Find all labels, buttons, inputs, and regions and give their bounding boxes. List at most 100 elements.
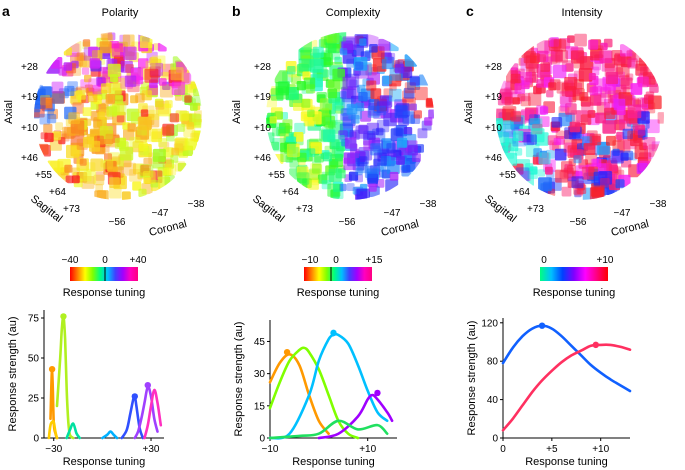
- voxel: [193, 88, 201, 96]
- voxel: [309, 58, 324, 73]
- voxel: [413, 110, 422, 119]
- voxel: [78, 168, 92, 182]
- voxel: [99, 109, 110, 120]
- voxel: [148, 109, 160, 121]
- voxel: [555, 169, 569, 183]
- voxel: [536, 40, 550, 54]
- voxel: [51, 91, 65, 104]
- voxel: [525, 163, 534, 172]
- series-line-c-1: [501, 343, 632, 432]
- voxel: [93, 174, 105, 186]
- voxel: [549, 79, 561, 91]
- voxel: [377, 162, 387, 172]
- peak-marker-c-1: [592, 341, 600, 349]
- voxel: [275, 82, 289, 96]
- voxel: [573, 155, 582, 164]
- voxel: [109, 186, 122, 199]
- voxel: [95, 184, 103, 192]
- sagittal-tick-a-2: +64: [49, 187, 66, 198]
- voxel: [357, 156, 368, 167]
- colorbar-label-a: Response tuning: [63, 287, 146, 299]
- colorbar-max-a: +40: [130, 255, 147, 266]
- peak-marker-a-5: [131, 393, 139, 400]
- voxel: [385, 179, 399, 193]
- voxel: [588, 73, 596, 81]
- voxel-cloud-a: [34, 32, 202, 200]
- voxel: [92, 84, 102, 95]
- voxel: [617, 139, 631, 153]
- colorbar-mid-b: 0: [333, 255, 339, 266]
- voxel: [571, 176, 584, 189]
- voxel: [355, 61, 364, 70]
- voxel: [592, 62, 601, 71]
- voxel: [505, 138, 519, 152]
- voxel: [156, 167, 169, 180]
- voxel: [314, 152, 324, 163]
- voxel: [375, 127, 384, 136]
- voxel: [43, 123, 53, 133]
- colorbar-mid-a: 0: [102, 255, 108, 266]
- voxel: [50, 161, 64, 175]
- voxel: [190, 103, 198, 111]
- voxel: [574, 33, 587, 47]
- voxel: [402, 164, 411, 173]
- voxel: [555, 50, 568, 63]
- voxel: [637, 129, 646, 138]
- voxel: [504, 96, 514, 106]
- voxel: [366, 34, 379, 47]
- voxel: [518, 71, 533, 85]
- panel-letter-c: c: [466, 3, 474, 19]
- voxel: [82, 107, 92, 117]
- sagittal-tick-a-1: +55: [35, 170, 52, 181]
- voxel: [387, 52, 396, 61]
- voxel: [119, 147, 134, 161]
- voxel: [331, 146, 344, 159]
- voxel: [76, 52, 86, 61]
- voxel: [145, 60, 156, 71]
- sagittal-tick-a-0: +46: [21, 153, 38, 164]
- voxel: [589, 133, 602, 146]
- voxel: [269, 116, 277, 124]
- voxel: [649, 83, 659, 93]
- y-tick-label-a-2: 50: [28, 354, 40, 365]
- series-line-a-2: [55, 314, 75, 440]
- voxel: [364, 165, 378, 178]
- colorbar-c: 0 +10 Response tuning: [533, 255, 616, 299]
- colorbar-max-c: +10: [597, 255, 614, 266]
- panel-c: c Intensity Axial +28 +19 +10 +46 +55 +6…: [463, 3, 667, 468]
- voxel: [346, 103, 358, 115]
- peak-marker-c-0: [538, 322, 546, 329]
- voxel: [143, 148, 153, 157]
- voxel: [114, 95, 124, 105]
- voxel: [121, 191, 131, 200]
- voxel: [657, 112, 664, 124]
- voxel: [376, 105, 387, 116]
- voxel: [87, 92, 98, 103]
- y-axis-label-a: Response strength (au): [7, 317, 19, 432]
- voxel: [114, 137, 126, 149]
- y-tick-label-c-1: 40: [487, 395, 499, 406]
- y-tick-label-c-2: 80: [487, 357, 499, 368]
- voxel: [566, 165, 576, 175]
- voxel: [376, 119, 390, 133]
- y-tick-label-b-2: 30: [254, 369, 266, 380]
- voxel: [554, 148, 567, 161]
- voxel: [417, 128, 428, 139]
- voxel: [306, 148, 316, 157]
- voxel: [525, 71, 536, 83]
- brain-c: Axial +28 +19 +10 +46 +55 +64 +73 Sagitt…: [463, 33, 667, 239]
- voxel: [560, 104, 568, 112]
- coronal-tick-a-0: −56: [109, 217, 126, 228]
- voxel: [600, 42, 608, 51]
- voxel: [270, 141, 280, 151]
- voxel: [109, 177, 120, 188]
- voxel: [303, 77, 316, 89]
- voxel: [174, 138, 187, 151]
- voxel: [154, 98, 164, 108]
- voxel: [496, 118, 503, 131]
- voxel: [615, 179, 625, 189]
- series-line-c-0: [501, 324, 632, 393]
- voxel: [403, 127, 413, 136]
- voxel: [307, 178, 319, 190]
